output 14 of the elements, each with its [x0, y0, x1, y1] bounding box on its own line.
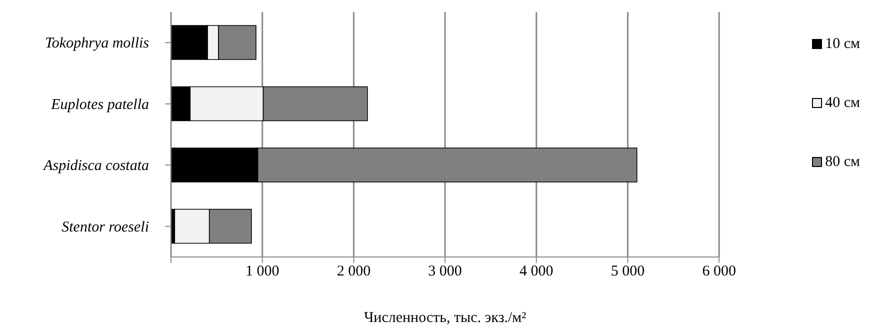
x-tick-label: 6 000 [702, 264, 736, 280]
legend-label: 40 см [825, 94, 860, 112]
x-tick-label: 2 000 [336, 264, 371, 280]
x-tick-label: 4 000 [520, 264, 554, 280]
x-axis-title: Численность, тыс. экз./м² [364, 310, 527, 326]
y-tick-label: Tokophrya mollis [44, 36, 150, 52]
legend-label: 80 см [825, 154, 860, 170]
x-tick-label: 5 000 [610, 264, 645, 280]
legend-label: 10 см [825, 36, 860, 52]
y-tick-label: Aspidisca costata [42, 158, 149, 174]
x-tick-label: 1 000 [245, 264, 280, 280]
y-tick-label: Stentor roeseli [62, 219, 149, 236]
x-tick-label: 3 000 [428, 264, 462, 280]
y-tick-label: Euplotes patella [50, 96, 149, 113]
